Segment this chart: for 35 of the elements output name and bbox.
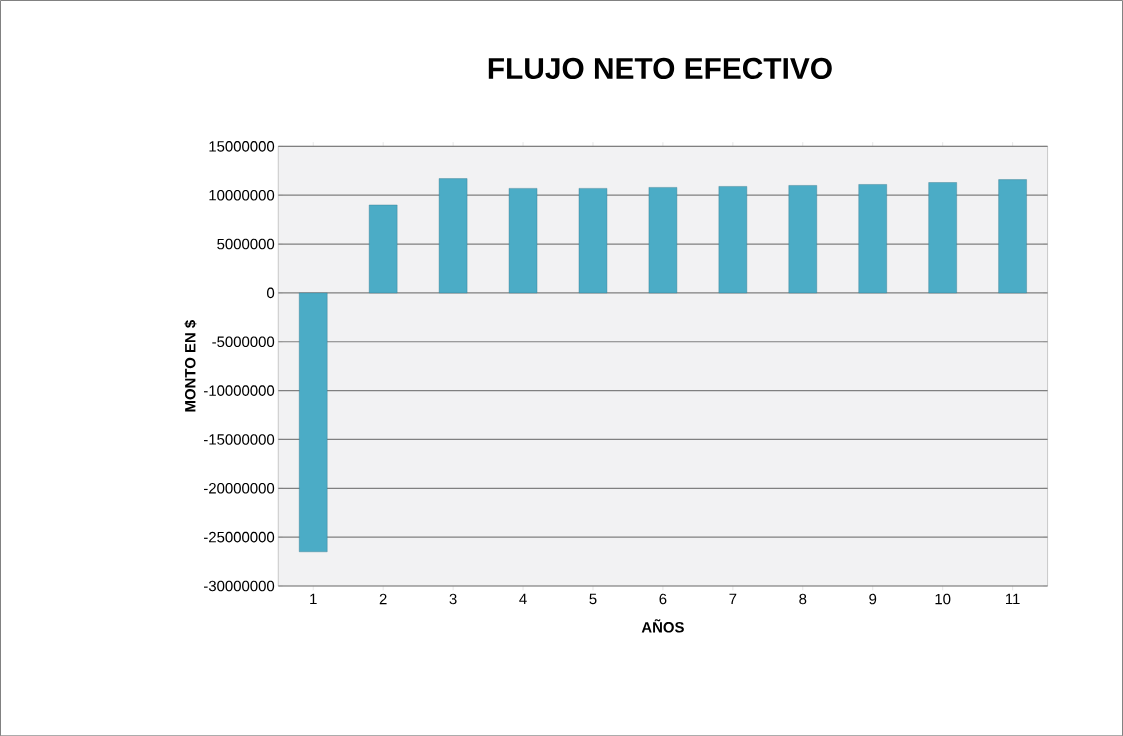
- bar: [858, 184, 887, 293]
- bar: [718, 186, 748, 293]
- bar: [438, 178, 468, 293]
- y-tick-label: -10000000: [203, 385, 275, 396]
- bar: [648, 187, 678, 293]
- bar: [299, 292, 328, 552]
- x-tick-label: 11: [1006, 593, 1020, 604]
- x-tick-label: 8: [799, 593, 807, 605]
- bar: [928, 182, 957, 293]
- bar: [368, 204, 398, 293]
- x-tick-label: 4: [519, 593, 527, 604]
- y-tick-label: -20000000: [203, 482, 275, 494]
- bar: [508, 188, 538, 293]
- x-tick-label: 1: [310, 593, 317, 604]
- y-tick-label: 0: [267, 287, 275, 299]
- y-tick-label: 5000000: [217, 238, 275, 250]
- y-tick-label: -30000000: [203, 580, 275, 592]
- y-tick-label: -15000000: [203, 433, 275, 445]
- x-tick-label: 9: [869, 593, 877, 605]
- bar: [578, 188, 608, 293]
- y-tick-label: 15000000: [209, 140, 275, 152]
- y-tick-label: -5000000: [212, 336, 275, 347]
- chart-title: FLUJO NETO EFECTIVO: [488, 57, 832, 79]
- x-tick-label: 7: [729, 593, 737, 604]
- y-tick-label: -25000000: [203, 531, 275, 543]
- y-axis-title: MONTO EN $: [184, 319, 197, 412]
- bar: [788, 185, 817, 293]
- x-tick-label: 6: [659, 593, 667, 605]
- x-axis-title: AÑOS: [641, 618, 684, 633]
- x-tick-label: 2: [379, 593, 387, 604]
- x-tick-label: 10: [935, 593, 951, 605]
- y-tick-label: 10000000: [209, 189, 275, 201]
- x-tick-label: 5: [589, 593, 597, 604]
- x-tick-label: 3: [449, 593, 457, 605]
- bar: [998, 179, 1027, 293]
